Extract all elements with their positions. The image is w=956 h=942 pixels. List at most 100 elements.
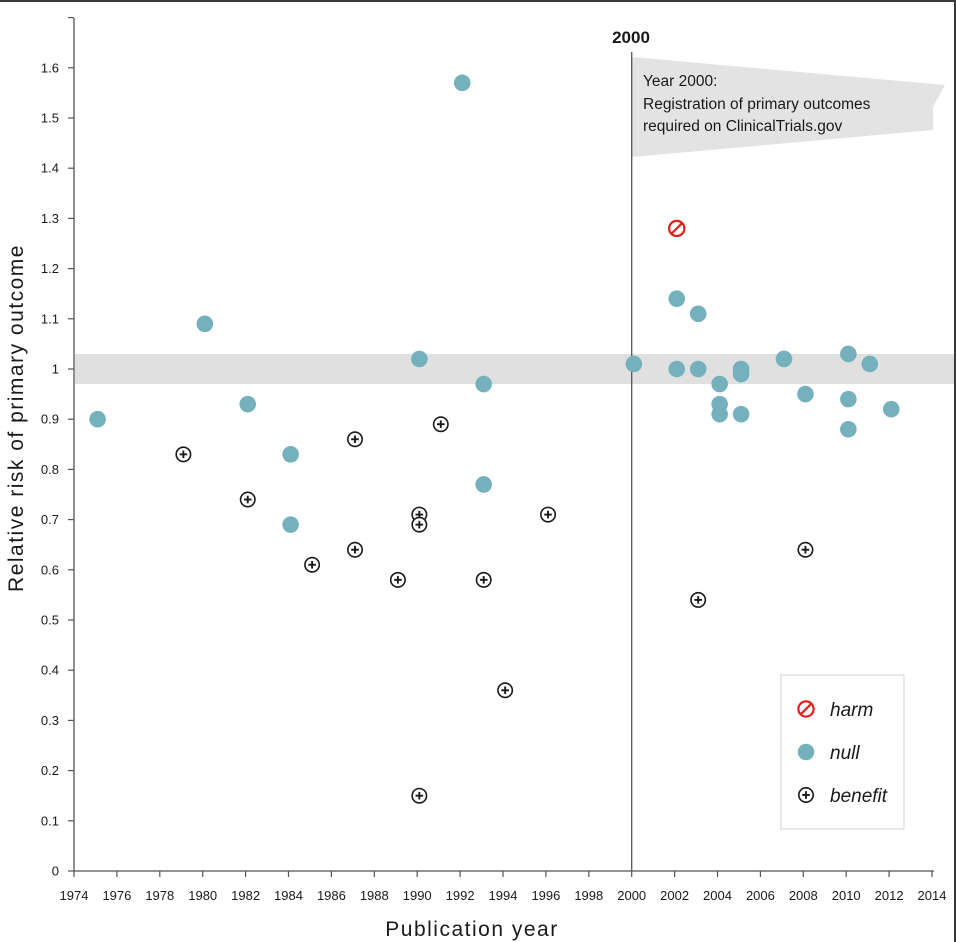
null-point — [732, 365, 750, 383]
annotation-line-1: Year 2000: — [643, 73, 717, 90]
null-point — [840, 345, 857, 363]
null-point — [282, 446, 299, 463]
y-axis-ticks: 0 0.1 0.2 0.3 0.4 0.5 0.6 0.7 0.8 0.9 1 1.1 1.2 1.3 1.… — [41, 17, 74, 879]
null-point — [453, 74, 471, 92]
x-tick-label: 2000 — [617, 888, 646, 903]
top-frame-edge — [0, 0, 956, 2]
x-tick-label: 1990 — [403, 888, 432, 903]
y-tick-label: 0.1 — [41, 813, 59, 828]
x-tick-label: 1998 — [574, 888, 603, 903]
null-point — [668, 360, 686, 378]
y-tick-label: 1.4 — [41, 161, 59, 176]
null-point — [797, 385, 814, 403]
x-tick-label: 1982 — [231, 888, 260, 903]
y-tick-label: 0.9 — [41, 412, 59, 427]
legend-markers — [797, 700, 815, 803]
legend-marker-harm — [797, 700, 815, 718]
legend-label-harm: harm — [830, 700, 873, 721]
x-tick-label: 1986 — [317, 888, 346, 903]
y-tick-label: 1 — [52, 362, 59, 377]
x-tick-label: 1996 — [531, 888, 560, 903]
x-tick-label: 1984 — [274, 888, 303, 903]
null-point — [475, 375, 492, 393]
x-axis-ticks: 1974 1976 1978 1980 1982 1984 1986 1988 1990 1992… — [60, 871, 947, 903]
y-tick-label: 0.5 — [41, 613, 59, 628]
benefit-point — [175, 446, 192, 463]
y-tick-label: 1.1 — [41, 311, 59, 326]
reference-line-label: 2000 — [612, 28, 650, 47]
y-tick-label: 1.2 — [41, 261, 59, 276]
x-tick-label: 1988 — [360, 888, 389, 903]
x-tick-label: 1980 — [188, 888, 217, 903]
x-tick-label: 2008 — [789, 888, 818, 903]
legend-marker-benefit — [797, 786, 814, 803]
x-tick-label: 2002 — [660, 888, 689, 903]
x-tick-label: 1992 — [446, 888, 475, 903]
benefit-point — [432, 416, 449, 433]
null-point — [840, 420, 857, 438]
benefit-point — [389, 571, 406, 588]
annotation-line-2: Registration of primary outcomes — [643, 96, 871, 113]
null-point — [625, 355, 643, 373]
x-tick-label: 2010 — [832, 888, 861, 903]
y-tick-label: 1.6 — [41, 60, 59, 75]
y-tick-label: 0.3 — [41, 713, 59, 728]
x-tick-label: 1978 — [145, 888, 174, 903]
annotation-line-3: required on ClinicalTrials.gov — [643, 118, 843, 135]
benefit-point — [239, 491, 256, 508]
null-point — [282, 516, 299, 533]
y-tick-label: 0.4 — [41, 663, 59, 678]
legend: harm null benefit — [780, 674, 905, 830]
data-points — [89, 74, 900, 804]
null-point — [775, 350, 793, 368]
legend-label-benefit: benefit — [830, 786, 888, 807]
y-axis-title: Relative risk of primary outcome — [5, 244, 28, 592]
y-tick-label: 0.7 — [41, 512, 59, 527]
y-tick-label: 0.8 — [41, 462, 59, 477]
harm-point — [668, 219, 686, 238]
x-tick-label: 2006 — [746, 888, 775, 903]
benefit-point — [497, 682, 514, 699]
x-tick-label: 1974 — [60, 888, 89, 903]
x-tick-label: 1976 — [102, 888, 131, 903]
benefit-point — [690, 591, 707, 608]
benefit-point — [540, 506, 557, 523]
null-effect-band — [75, 353, 954, 385]
x-tick-label: 2012 — [875, 888, 904, 903]
null-point — [475, 476, 492, 493]
annotation-banner — [632, 57, 945, 157]
null-point — [668, 290, 686, 308]
x-tick-label: 2014 — [918, 888, 947, 903]
null-point — [840, 390, 857, 408]
null-point — [689, 305, 707, 323]
null-point — [239, 395, 257, 413]
benefit-point — [346, 431, 363, 448]
null-point — [689, 360, 707, 378]
benefit-point — [346, 541, 363, 558]
null-point — [711, 405, 728, 423]
benefit-point — [797, 541, 814, 558]
benefit-point — [411, 787, 428, 804]
y-tick-label: 1.5 — [41, 111, 59, 126]
legend-marker-null — [797, 743, 815, 761]
right-frame-edge — [954, 0, 956, 942]
null-point — [861, 355, 879, 373]
null-point — [882, 400, 900, 418]
null-point — [711, 375, 728, 393]
y-tick-label: 0.2 — [41, 763, 59, 778]
y-tick-label: 1.3 — [41, 211, 59, 226]
benefit-point — [475, 571, 492, 588]
x-axis-title: Publication year — [385, 918, 558, 941]
legend-label-null: null — [830, 743, 860, 764]
benefit-point — [411, 516, 428, 533]
null-point — [89, 410, 106, 428]
x-tick-label: 2004 — [703, 888, 732, 903]
y-tick-label: 0 — [52, 864, 59, 879]
benefit-point — [304, 556, 321, 573]
x-tick-label: 1994 — [489, 888, 518, 903]
null-point — [196, 315, 214, 333]
null-point — [411, 350, 428, 368]
null-point — [732, 405, 750, 423]
y-tick-label: 0.6 — [41, 562, 59, 577]
